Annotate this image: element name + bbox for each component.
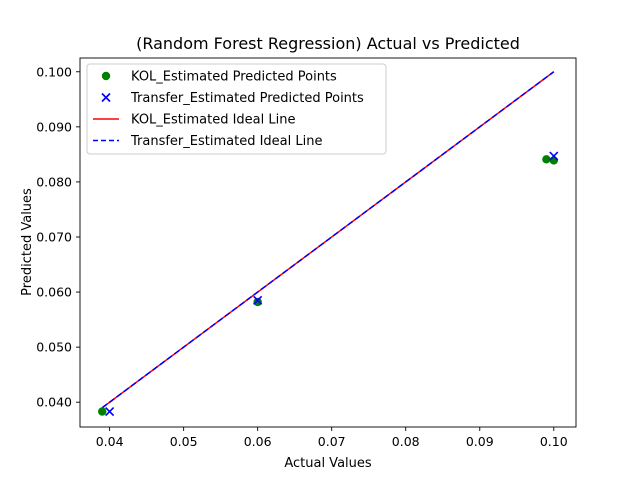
legend-box	[86, 63, 387, 155]
chart-title: (Random Forest Regression) Actual vs Pre…	[136, 34, 520, 53]
data-point-1-1	[98, 407, 107, 416]
data-point-1-2	[253, 297, 262, 307]
y-tick-label-1: 0.040	[36, 395, 72, 410]
y-tick-label-4: 0.070	[36, 229, 72, 244]
plot-area: 0.04 0.05 0.06 0.07 0.08 0.09 0.10 0.040 0.050 0.…	[36, 57, 577, 449]
data-point-2-1	[105, 407, 115, 417]
x-tick-label-7: 0.10	[540, 434, 568, 449]
y-tick-label-6: 0.090	[36, 119, 72, 134]
x-tick-label-5: 0.08	[392, 434, 420, 449]
data-point-1-4	[549, 156, 558, 165]
y-tick-label-7: 0.100	[36, 64, 72, 79]
y-axis-label: Predicted Values	[20, 188, 35, 296]
plot-frame	[79, 57, 577, 428]
legend: KOL_Estimated Predicted Points Transfer_E…	[86, 63, 387, 155]
series-line-2	[101, 71, 555, 409]
x-tick-label-2: 0.05	[170, 434, 198, 449]
x-tick-label-6: 0.09	[466, 434, 494, 449]
data-point-2-3	[549, 151, 559, 161]
y-tick-label-2: 0.050	[36, 340, 72, 355]
legend-label-1: KOL_Estimated Predicted Points	[131, 70, 337, 85]
legend-marker-1	[101, 71, 111, 81]
x-tick-label-3: 0.06	[244, 434, 272, 449]
legend-label-2: Transfer_Estimated Predicted Points	[130, 91, 364, 106]
legend-label-4: Transfer_Estimated Ideal Line	[130, 134, 322, 149]
data-point-1-3	[542, 155, 551, 164]
y-tick-label-5: 0.080	[36, 174, 72, 189]
legend-label-3: KOL_Estimated Ideal Line	[131, 113, 295, 128]
x-axis-label: Actual Values	[284, 456, 372, 471]
y-tick-label-3: 0.060	[36, 285, 72, 300]
legend-marker-2	[101, 92, 111, 103]
x-tick-label-1: 0.04	[96, 434, 124, 449]
data-point-2-2	[253, 295, 263, 305]
x-tick-label-4: 0.07	[318, 434, 346, 449]
